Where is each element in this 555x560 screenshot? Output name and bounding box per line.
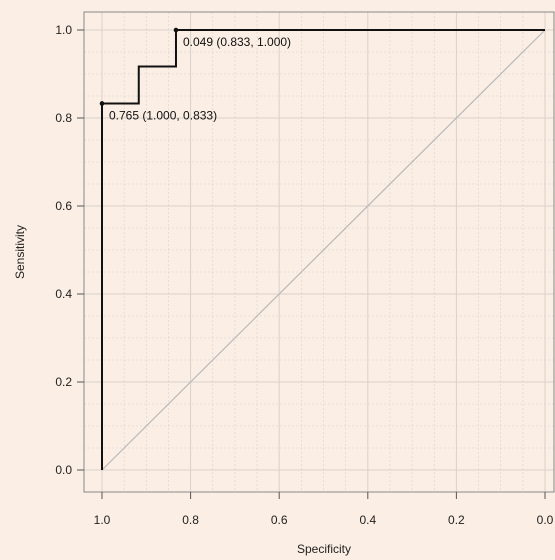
grid-lines bbox=[84, 12, 554, 492]
x-tick-label: 0.4 bbox=[359, 513, 376, 527]
y-tick-label: 0.6 bbox=[55, 199, 72, 213]
annotation-label: 0.765 (1.000, 0.833) bbox=[109, 108, 217, 122]
x-tick-label: 0.2 bbox=[448, 513, 465, 527]
y-tick-label: 0.8 bbox=[55, 111, 72, 125]
y-axis-ticks: 0.0 0.2 0.4 0.6 0.8 1.0 bbox=[55, 23, 84, 477]
annotation-label: 0.049 (0.833, 1.000) bbox=[183, 35, 291, 49]
annotation-point bbox=[173, 27, 179, 33]
annotation-points bbox=[99, 27, 179, 106]
annotation-labels: 0.765 (1.000, 0.833) 0.049 (0.833, 1.000) bbox=[109, 35, 291, 122]
x-axis-ticks: 1.0 0.8 0.6 0.4 0.2 0.0 bbox=[94, 492, 554, 527]
annotation-point bbox=[99, 101, 105, 106]
x-axis-label: Specificity bbox=[297, 542, 351, 556]
plot-frame bbox=[83, 11, 555, 493]
plot-background bbox=[84, 12, 554, 492]
reference-diagonal bbox=[101, 29, 546, 471]
y-tick-label: 0.4 bbox=[55, 287, 72, 301]
y-axis-label: Sensitivity bbox=[13, 225, 27, 279]
x-tick-label: 1.0 bbox=[94, 513, 111, 527]
x-tick-label: 0.0 bbox=[537, 513, 554, 527]
x-tick-label: 0.8 bbox=[182, 513, 199, 527]
y-tick-label: 1.0 bbox=[55, 23, 72, 37]
y-tick-label: 0.0 bbox=[55, 463, 72, 477]
x-tick-label: 0.6 bbox=[271, 513, 288, 527]
y-tick-label: 0.2 bbox=[55, 375, 72, 389]
